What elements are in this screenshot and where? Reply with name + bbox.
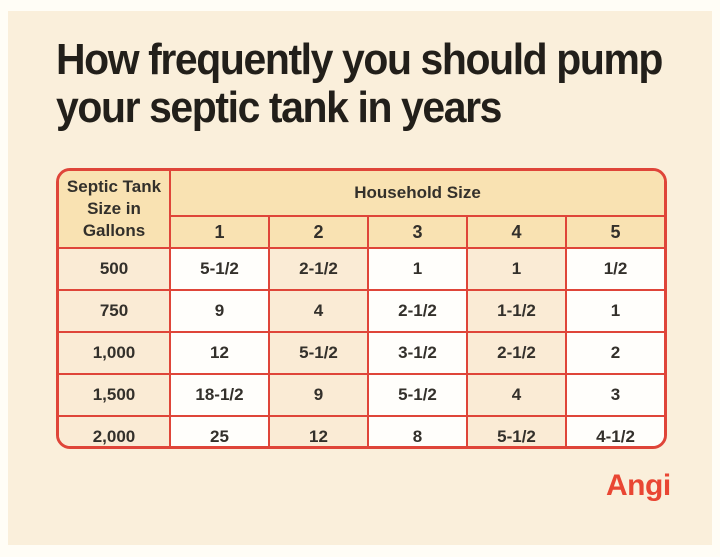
table-cell: 2-1/2 bbox=[466, 331, 567, 375]
table-cell: 1 bbox=[466, 247, 567, 291]
column-header-4: 4 bbox=[466, 215, 567, 249]
angi-logo: Angi bbox=[606, 469, 671, 502]
column-header-1: 1 bbox=[170, 215, 270, 249]
table-cell: 12 bbox=[268, 415, 369, 446]
table-cell: 2-1/2 bbox=[367, 289, 468, 333]
column-header-5: 5 bbox=[564, 215, 664, 249]
row-label: 750 bbox=[59, 289, 171, 333]
column-group-header: Household Size bbox=[168, 171, 664, 217]
title-line-2: your septic tank in years bbox=[56, 83, 502, 132]
table-cell: 8 bbox=[367, 415, 468, 446]
row-label: 2,000 bbox=[59, 415, 171, 446]
table-cell: 25 bbox=[169, 415, 270, 446]
row-group-header: Septic Tank Size in Gallons bbox=[59, 171, 171, 249]
table-row: 2,000 25 12 8 5-1/2 4-1/2 bbox=[59, 415, 664, 446]
septic-pump-frequency-table: Septic Tank Size in Gallons Household Si… bbox=[56, 168, 667, 449]
data-table: Septic Tank Size in Gallons Household Si… bbox=[59, 171, 664, 446]
table-cell: 4 bbox=[268, 289, 369, 333]
column-header-2: 2 bbox=[268, 215, 369, 249]
table-cell: 1 bbox=[564, 289, 664, 333]
table-cell: 1-1/2 bbox=[466, 289, 567, 333]
table-cell: 9 bbox=[169, 289, 270, 333]
row-label: 1,500 bbox=[59, 373, 171, 417]
row-label: 500 bbox=[59, 247, 171, 291]
row-label: 1,000 bbox=[59, 331, 171, 375]
table-cell: 1 bbox=[367, 247, 468, 291]
table-row: 750 9 4 2-1/2 1-1/2 1 bbox=[59, 289, 664, 333]
table-cell: 1/2 bbox=[564, 247, 664, 291]
table-cell: 12 bbox=[169, 331, 270, 375]
table-cell: 9 bbox=[268, 373, 369, 417]
table-cell: 18-1/2 bbox=[169, 373, 270, 417]
table-cell: 4-1/2 bbox=[564, 415, 664, 446]
table-cell: 5-1/2 bbox=[466, 415, 567, 446]
table-cell: 4 bbox=[466, 373, 567, 417]
table-row: 1,000 12 5-1/2 3-1/2 2-1/2 2 bbox=[59, 331, 664, 375]
table-cell: 5-1/2 bbox=[367, 373, 468, 417]
table-cell: 5-1/2 bbox=[169, 247, 270, 291]
page-title: How frequently you should pump your sept… bbox=[56, 36, 670, 132]
table-cell: 3 bbox=[564, 373, 664, 417]
column-header-3: 3 bbox=[367, 215, 468, 249]
table-cell: 2 bbox=[564, 331, 664, 375]
table-cell: 5-1/2 bbox=[268, 331, 369, 375]
table-cell: 2-1/2 bbox=[268, 247, 369, 291]
title-line-1: How frequently you should pump bbox=[56, 35, 663, 84]
table-row: 1,500 18-1/2 9 5-1/2 4 3 bbox=[59, 373, 664, 417]
table-row: 500 5-1/2 2-1/2 1 1 1/2 bbox=[59, 247, 664, 291]
table-cell: 3-1/2 bbox=[367, 331, 468, 375]
